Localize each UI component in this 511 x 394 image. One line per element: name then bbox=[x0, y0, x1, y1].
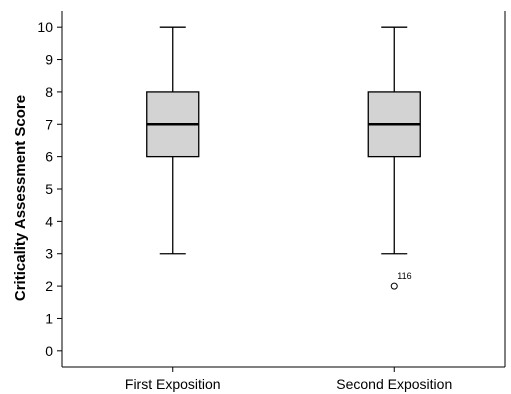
y-tick-label: 6 bbox=[45, 149, 53, 165]
y-tick-label: 7 bbox=[45, 116, 53, 132]
y-tick-label: 10 bbox=[37, 19, 53, 35]
y-tick-label: 8 bbox=[45, 84, 53, 100]
box-2: 116 bbox=[367, 26, 421, 290]
y-tick-label: 5 bbox=[45, 181, 53, 197]
y-tick-label: 1 bbox=[45, 310, 53, 326]
y-tick-label: 2 bbox=[45, 278, 53, 294]
y-tick-label: 9 bbox=[45, 52, 53, 68]
y-ticks: 0 1 2 3 4 5 6 7 8 9 10 bbox=[37, 19, 62, 359]
y-tick-label: 3 bbox=[45, 246, 53, 262]
outlier-point bbox=[390, 282, 398, 290]
outlier-label: 116 bbox=[397, 271, 411, 281]
x-category-labels: First Exposition Second Exposition bbox=[125, 367, 452, 392]
y-tick-label: 4 bbox=[45, 213, 53, 229]
box-1 bbox=[146, 26, 200, 255]
y-tick-label: 0 bbox=[45, 343, 53, 359]
x-category-label: First Exposition bbox=[125, 376, 221, 392]
x-category-label: Second Exposition bbox=[336, 376, 452, 392]
boxes: 116 bbox=[146, 26, 421, 290]
axes bbox=[61, 11, 506, 368]
y-axis-title: Criticality Assessment Score bbox=[12, 95, 29, 301]
